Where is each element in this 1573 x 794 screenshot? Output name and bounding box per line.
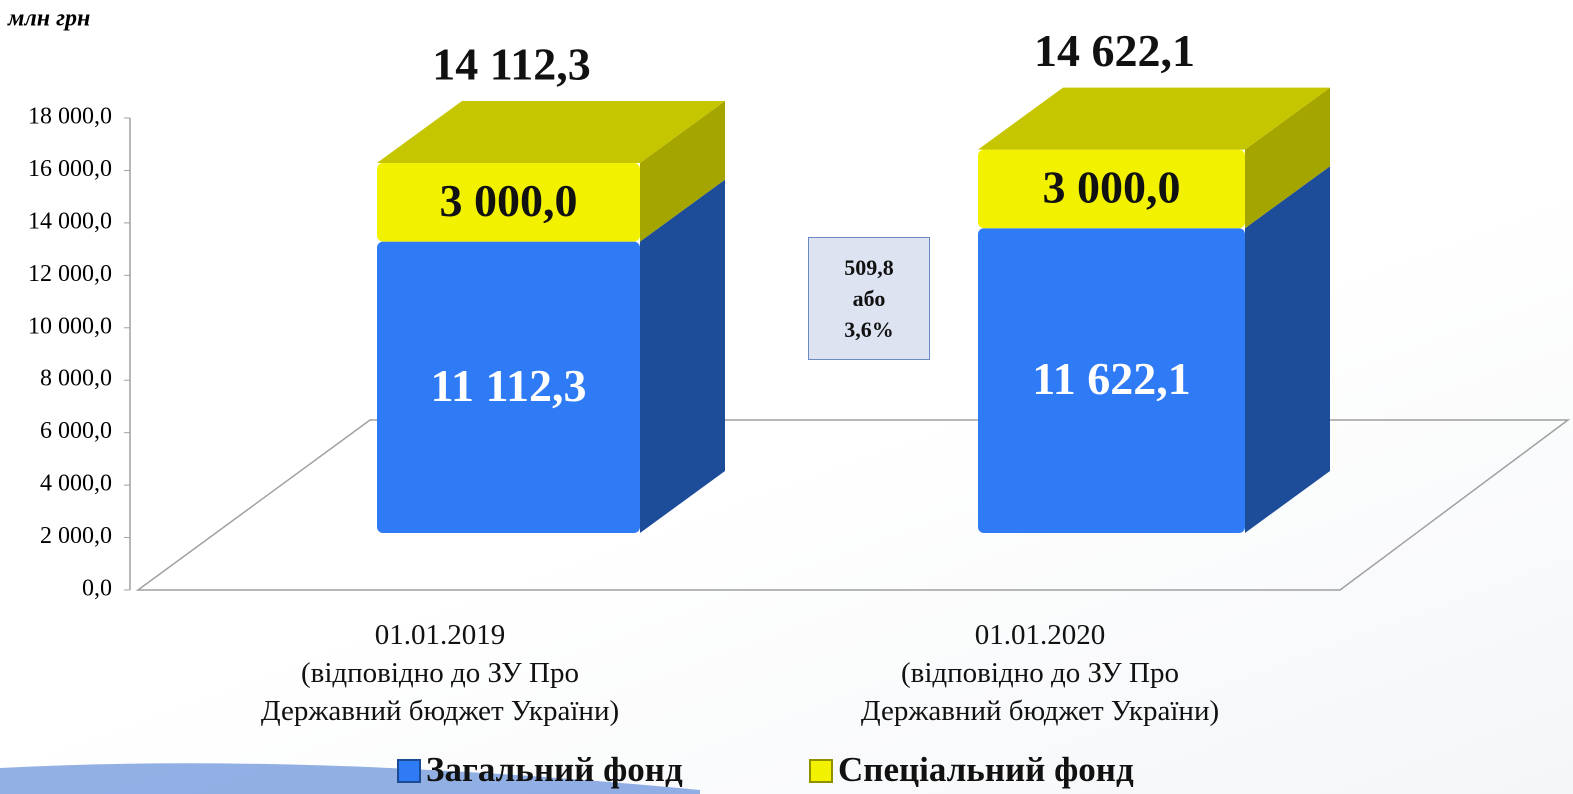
value-label: 11 112,3 [431,360,587,411]
y-tick-label: 0,0 [82,576,112,602]
bar [377,241,640,534]
y-tick-label: 14 000,0 [28,208,112,234]
legend-swatch [809,759,833,783]
floor [135,419,1571,591]
y-tick-label: 10 000,0 [28,313,112,339]
bar [377,162,640,242]
bar-top [978,87,1330,150]
y-tick-label: 16 000,0 [28,156,112,182]
decor-wave [0,763,700,794]
value-label: 3 000,0 [1043,161,1181,212]
total-label: 14 622,1 [1034,25,1195,76]
unit-label: млн грн [7,6,90,32]
y-tick-label: 2 000,0 [40,523,112,549]
total-label: 14 112,3 [432,39,590,90]
value-label: 3 000,0 [440,175,578,226]
bar-side [640,100,725,242]
legend-label: Загальний фонд [426,750,683,789]
annotation: 509,8 або 3,6% [808,237,930,360]
legend-swatch [397,759,421,783]
y-tick-label: 8 000,0 [40,366,112,392]
y-tick-label: 6 000,0 [40,418,112,444]
x-tick-label: 01.01.2019 (відповідно до ЗУ Про Державн… [260,619,620,727]
y-tick-label: 18 000,0 [28,104,112,130]
y-tick-label: 12 000,0 [28,261,112,287]
bar-side [640,179,725,534]
y-tick-label: 4 000,0 [40,471,112,497]
value-label: 11 622,1 [1032,353,1190,404]
bar [978,149,1245,229]
x-tick-label: 01.01.2020 (відповідно до ЗУ Про Державн… [860,619,1220,727]
bar [978,228,1245,533]
bar-top [377,100,725,163]
legend-label: Спеціальний фонд [838,750,1134,789]
bar-side [1245,87,1330,229]
bar-side [1245,166,1330,533]
